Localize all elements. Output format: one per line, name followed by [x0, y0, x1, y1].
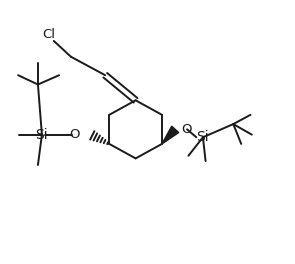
- Text: Si: Si: [196, 130, 209, 144]
- Text: Si: Si: [35, 128, 48, 142]
- Text: O: O: [181, 123, 191, 136]
- Text: Cl: Cl: [42, 28, 55, 41]
- Polygon shape: [162, 126, 179, 144]
- Text: O: O: [69, 128, 79, 141]
